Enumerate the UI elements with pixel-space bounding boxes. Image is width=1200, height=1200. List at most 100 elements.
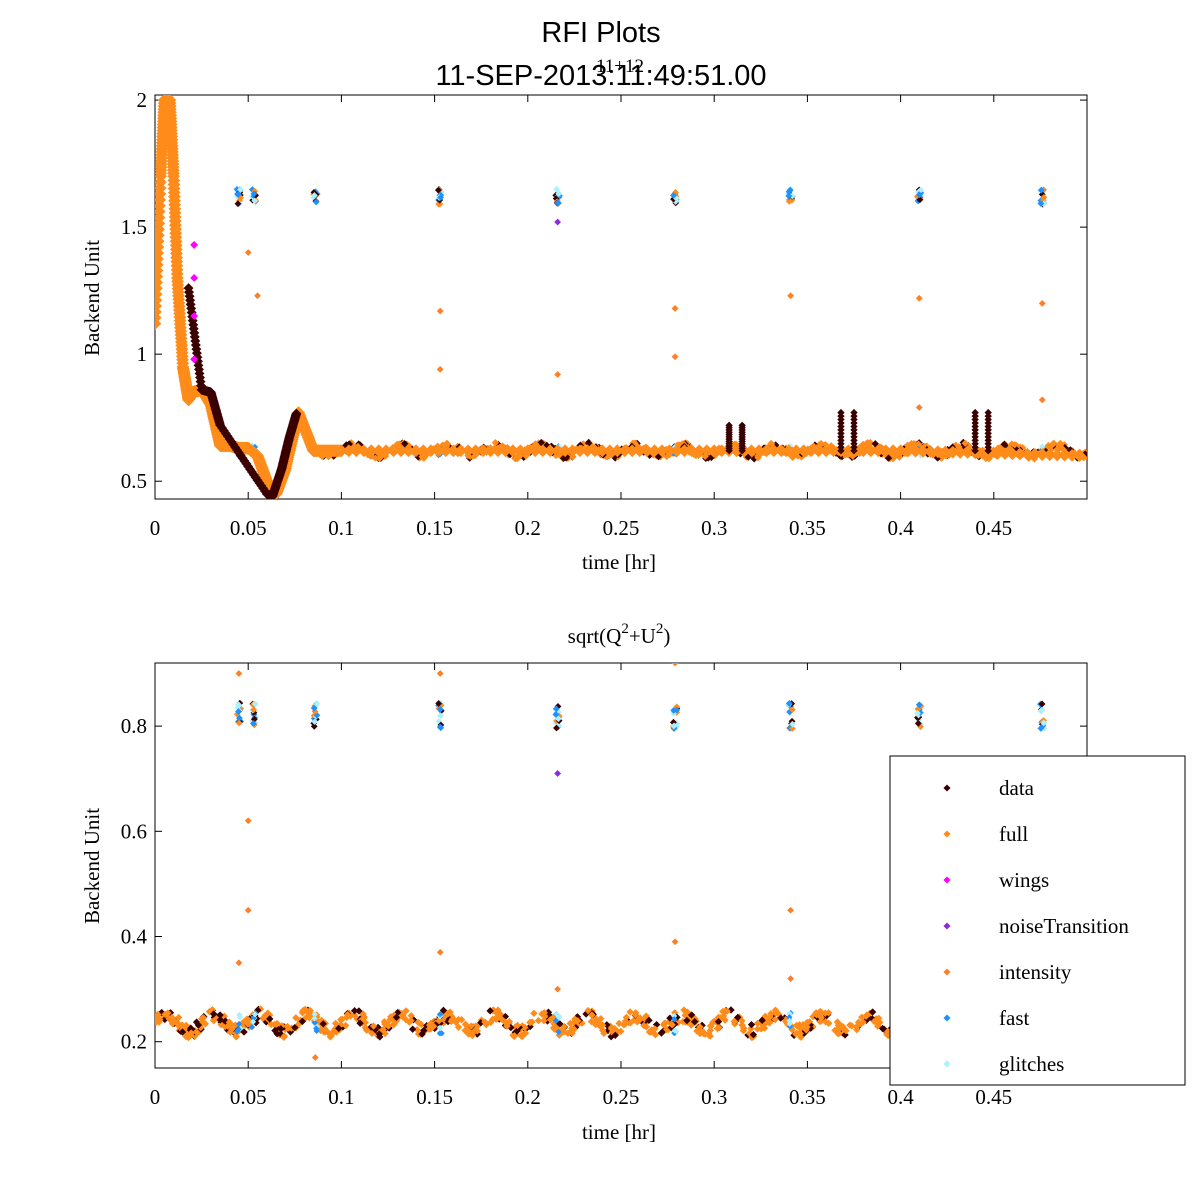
bottom-baseline-point (292, 1014, 300, 1022)
bottom-cal-baseline-point (436, 1011, 444, 1018)
bottom-series-intensity (235, 670, 243, 677)
top-series-intensity (1038, 396, 1046, 404)
top-series-full (476, 444, 490, 458)
bottom-baseline-point (355, 1007, 363, 1015)
bottom-baseline-point (874, 1015, 882, 1023)
bottom-baseline-point (626, 1008, 634, 1016)
bottom-baseline-point (766, 1013, 774, 1021)
top-series-full (446, 444, 460, 458)
top-series-noiseTransition (554, 218, 562, 226)
bottom-baseline-point (526, 1018, 534, 1027)
top-series-intensity (915, 294, 923, 302)
bottom-baseline-point (706, 1032, 714, 1040)
bottom-baseline-point (530, 1009, 538, 1017)
top-axis-ticks: 0 0.05 0.1 0.15 0.2 0.25 0.3 0.35 0.4 0.45 0.5 1 1.5… (121, 88, 1087, 540)
top-x-tick-label: 0.35 (789, 516, 826, 540)
bottom-noise-cal-point (235, 708, 242, 715)
top-noise-cal-point (437, 194, 445, 201)
bottom-y-axis-label: Backend Unit (80, 808, 104, 924)
top-baseline-point (401, 440, 409, 448)
legend-label-noiseTransition: noiseTransition (999, 914, 1129, 938)
top-series-full (342, 444, 356, 458)
top-noise-cal-point (1037, 186, 1045, 194)
bottom-baseline-point (840, 1025, 849, 1033)
bottom-baseline-point (584, 1006, 592, 1015)
top-noise-cal-point (234, 190, 242, 198)
bottom-cal-baseline-point (671, 1012, 678, 1020)
top-x-tick-label: 0.15 (416, 516, 453, 540)
top-series-full (394, 444, 408, 458)
top-x-tick-label: 0.4 (887, 516, 914, 540)
bottom-noise-cal-point (310, 704, 318, 712)
bottom-x-tick-label: 0.2 (515, 1085, 541, 1109)
bottom-x-axis-label: time [hr] (582, 1120, 656, 1144)
bottom-baseline-point (298, 1017, 307, 1026)
bottom-baseline-point (682, 1011, 690, 1020)
bottom-x-tick-label: 0.05 (230, 1085, 267, 1109)
top-noise-cal-point (312, 198, 320, 206)
bottom-baseline-point (611, 1031, 619, 1039)
top-noise-cal-point (1040, 194, 1048, 201)
bottom-baseline-point (765, 1019, 774, 1027)
bottom-cal-baseline-point (786, 1014, 793, 1021)
bottom-baseline-point (854, 1018, 863, 1026)
top-x-tick-label: 0.3 (701, 516, 727, 540)
top-series-full (1020, 447, 1034, 461)
top-plot-panel: 0 0.05 0.1 0.15 0.2 0.25 0.3 0.35 0.4 0.45 0.5 1 1.5… (80, 88, 1088, 574)
top-series-data-spike (725, 421, 733, 429)
bottom-data-points (155, 663, 1087, 1061)
bottom-baseline-point (407, 1012, 415, 1020)
legend-label-glitches: glitches (999, 1052, 1064, 1076)
bottom-baseline-point (792, 1021, 801, 1030)
top-y-tick-label: 2 (137, 88, 148, 112)
bottom-cal-baseline-point (552, 1017, 559, 1024)
bottom-cal-baseline-point (436, 1024, 444, 1032)
top-series-full (424, 444, 438, 458)
top-noise-cal-point (234, 200, 242, 208)
bottom-baseline-point (668, 1021, 676, 1029)
bottom-baseline-point (266, 1015, 274, 1023)
bottom-noise-cal-point (250, 706, 258, 714)
bottom-baseline-point (360, 1014, 368, 1022)
top-series-wings (190, 312, 199, 321)
top-noise-cal-point (670, 192, 677, 199)
bottom-baseline-point (243, 1015, 251, 1023)
legend-label-wings: wings (999, 868, 1049, 892)
bottom-cal-baseline-point (555, 1028, 562, 1036)
legend-label-intensity: intensity (999, 960, 1072, 984)
top-y-tick-label: 0.5 (121, 469, 147, 493)
bottom-baseline-point (734, 1013, 742, 1022)
bottom-baseline-point (701, 1030, 709, 1038)
top-data-points (155, 95, 1087, 499)
bottom-baseline-point (771, 1015, 779, 1024)
bottom-baseline-point (804, 1018, 812, 1027)
bottom-x-tick-label: 0.45 (975, 1085, 1012, 1109)
top-series-full (491, 444, 505, 458)
bottom-baseline-point (812, 1011, 821, 1019)
bottom-baseline-point (868, 1008, 877, 1016)
legend-marker-intensity (943, 968, 951, 976)
bottom-noise-cal-point (310, 723, 318, 730)
bottom-baseline-point (375, 1030, 383, 1038)
bottom-baseline-point (486, 1007, 494, 1015)
bottom-axis-ticks: 0 0.05 0.1 0.15 0.2 0.25 0.3 0.35 0.4 0.45 0.2 0.4 0… (121, 663, 1087, 1109)
bottom-baseline-point (319, 1020, 327, 1028)
top-x-tick-label: 0.25 (603, 516, 640, 540)
top-baseline-point (1000, 440, 1008, 449)
overlay-label: 11+12 (596, 56, 644, 77)
top-series-data-spike (738, 421, 746, 429)
top-series-full (402, 444, 415, 458)
top-baseline-point (537, 438, 545, 447)
top-series-full (484, 444, 497, 458)
top-series-data-spike (850, 408, 858, 417)
bottom-baseline-point (501, 1018, 509, 1026)
top-baseline-point (961, 439, 969, 447)
top-series-intensity (244, 249, 252, 256)
bottom-series-intensity (436, 948, 444, 956)
top-baseline-point (1055, 442, 1063, 450)
legend-label-data: data (999, 776, 1035, 800)
bottom-noise-cal-point (235, 719, 243, 727)
bottom-x-tick-label: 0.1 (328, 1085, 354, 1109)
bottom-noise-cal-point (436, 705, 444, 713)
bottom-cal-baseline-point (671, 1016, 678, 1023)
